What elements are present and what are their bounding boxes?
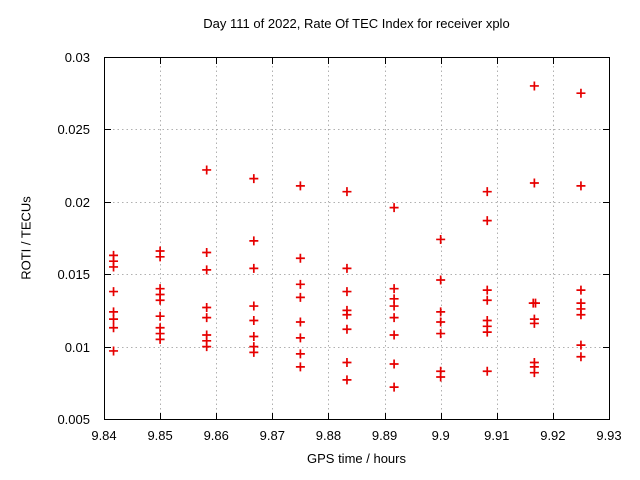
data-point-marker [436, 275, 446, 285]
data-point-marker [155, 295, 165, 305]
data-point-marker [109, 346, 119, 356]
data-point-marker [249, 263, 259, 273]
data-point-marker [249, 316, 259, 326]
data-point-marker [295, 181, 305, 191]
data-point-marker [389, 313, 399, 323]
data-point-marker [295, 317, 305, 327]
x-tick-label: 9.85 [147, 428, 173, 443]
data-point-marker [482, 216, 492, 226]
data-point-marker [202, 313, 212, 323]
data-point-marker [389, 203, 399, 213]
data-point-marker [202, 265, 212, 275]
data-point-marker [249, 331, 259, 341]
y-tick-label: 0.02 [64, 194, 90, 210]
data-point-marker [342, 187, 352, 197]
data-point-marker [389, 330, 399, 340]
data-point-marker [295, 253, 305, 263]
data-point-marker [389, 382, 399, 392]
x-tick-label: 9.91 [484, 428, 510, 443]
y-tick-label: 0.025 [57, 122, 90, 138]
data-point-marker [529, 368, 539, 378]
y-tick-label: 0.005 [57, 412, 90, 427]
data-point-marker [576, 88, 586, 98]
data-point-marker [295, 292, 305, 302]
data-point-marker [389, 284, 399, 294]
y-tick-label: 0.03 [64, 50, 90, 65]
plot-border [104, 57, 610, 420]
data-point-marker [109, 323, 119, 333]
y-tick-label: 0.01 [64, 339, 90, 355]
data-point-marker [249, 347, 259, 357]
data-point-marker [436, 372, 446, 382]
data-point-marker [389, 359, 399, 369]
data-point-marker [249, 174, 259, 184]
data-point-marker [342, 287, 352, 297]
data-point-marker [202, 342, 212, 352]
data-point-marker [342, 375, 352, 385]
x-tick-label: 9.87 [259, 428, 285, 443]
data-point-marker [576, 285, 586, 295]
x-tick-label: 9.84 [91, 428, 117, 443]
data-point-marker [529, 81, 539, 91]
x-axis-label: GPS time / hours [307, 451, 406, 466]
data-point-marker [155, 311, 165, 321]
x-tick-label: 9.86 [203, 428, 229, 443]
data-point-marker [109, 287, 119, 297]
data-point-marker [342, 263, 352, 273]
data-point-marker [202, 165, 212, 175]
data-point-marker [155, 334, 165, 344]
data-point-marker [295, 362, 305, 372]
data-point-marker [342, 310, 352, 320]
data-point-marker [482, 295, 492, 305]
chart-title: Day 111 of 2022, Rate Of TEC Index for r… [203, 16, 510, 31]
data-point-marker [576, 310, 586, 320]
data-point-marker [530, 298, 540, 308]
data-point-marker [436, 234, 446, 244]
data-point-marker [576, 181, 586, 191]
data-point-marker [295, 333, 305, 343]
data-point-marker [482, 366, 492, 376]
data-point-marker [249, 301, 259, 311]
data-point-marker [482, 285, 492, 295]
data-point-marker [342, 358, 352, 368]
data-point-marker [109, 262, 119, 272]
data-point-marker [576, 340, 586, 350]
data-point-marker [529, 318, 539, 328]
data-point-marker [436, 329, 446, 339]
data-point-marker [155, 252, 165, 262]
data-point-marker [295, 349, 305, 359]
data-point-marker [482, 187, 492, 197]
x-tick-label: 9.93 [596, 428, 622, 443]
x-tick-label: 9.88 [315, 428, 342, 443]
data-point-marker [436, 317, 446, 327]
data-point-marker [202, 303, 212, 313]
data-point-marker [202, 247, 212, 257]
data-point-marker [576, 352, 586, 362]
data-point-marker [109, 314, 119, 324]
data-point-marker [249, 236, 259, 246]
data-point-marker [436, 307, 446, 317]
y-tick-label: 0.015 [57, 267, 90, 283]
data-point-marker [389, 301, 399, 311]
x-tick-label: 9.9 [431, 428, 450, 443]
data-point-marker [295, 279, 305, 289]
data-point-marker [482, 327, 492, 337]
x-tick-label: 9.89 [371, 428, 398, 443]
data-point-marker [529, 178, 539, 188]
data-point-marker [342, 324, 352, 334]
x-tick-label: 9.92 [540, 428, 566, 443]
